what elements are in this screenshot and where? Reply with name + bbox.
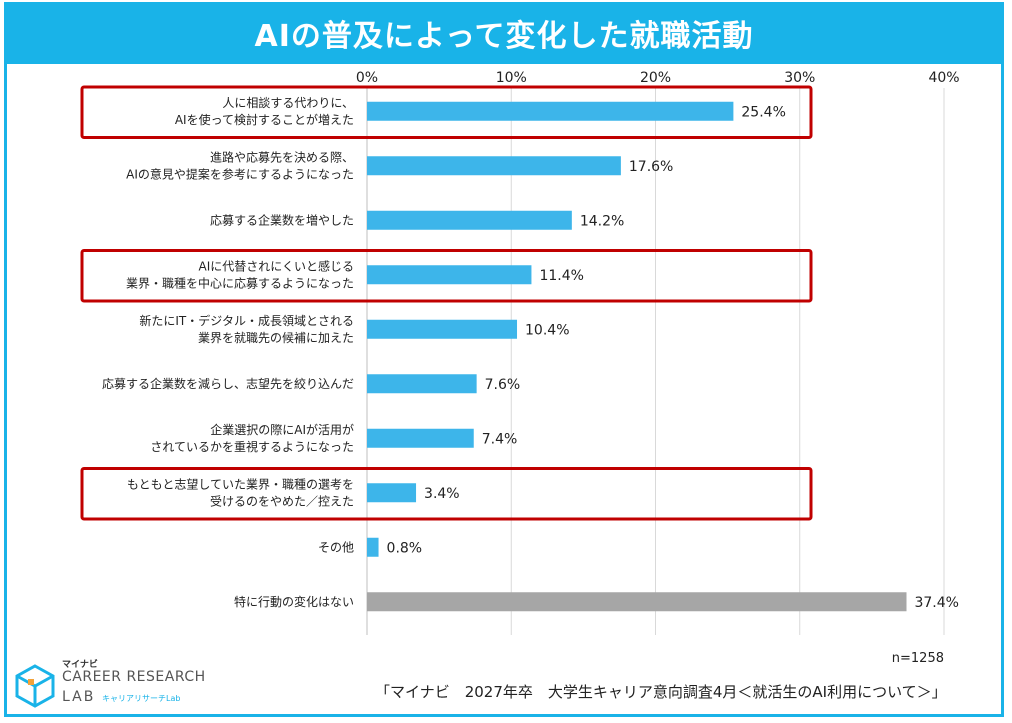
category-label: 企業選択の際にAIが活用が — [210, 422, 354, 437]
bar-value-label: 25.4% — [741, 104, 785, 120]
bar — [367, 265, 532, 285]
source-note: 「マイナビ 2027年卒 大学生キャリア意向調査4月＜就活生のAI利用について＞… — [375, 683, 947, 701]
category-label: 業界を就職先の候補に加えた — [198, 331, 354, 345]
x-tick-label: 30% — [784, 70, 815, 86]
bar — [367, 483, 417, 503]
bar-value-label: 17.6% — [629, 159, 673, 175]
bar — [367, 537, 379, 557]
category-label: 応募する企業数を減らし、志望先を絞り込んだ — [102, 376, 354, 391]
category-label: AIの意見や提案を参考にするようになった — [126, 166, 354, 181]
bar — [367, 428, 474, 448]
bar-value-label: 14.2% — [580, 213, 624, 229]
category-label: もともと志望していた業界・職種の選考を — [127, 477, 354, 491]
bar-value-label: 11.4% — [539, 268, 583, 284]
bar — [367, 156, 621, 176]
logo-brand-text: マイナビ — [62, 660, 98, 670]
highlight-box — [80, 85, 813, 139]
logo-main-text: CAREER RESEARCH — [62, 669, 206, 685]
bar — [367, 592, 907, 612]
category-label: AIに代替されにくいと感じる — [198, 258, 354, 273]
bar — [367, 374, 477, 394]
sample-size: n=1258 — [891, 651, 944, 666]
category-label: AIを使って検討することが増えた — [175, 112, 354, 127]
highlight-box — [80, 467, 813, 521]
category-label: 新たにIT・デジタル・成長領域とされる — [139, 313, 354, 328]
bar — [367, 101, 734, 121]
category-label: 応募する企業数を増やした — [210, 212, 354, 227]
bar-value-label: 10.4% — [525, 322, 569, 338]
bar-value-label: 7.4% — [482, 431, 518, 447]
x-tick-label: 20% — [640, 70, 671, 86]
category-label: 特に行動の変化はない — [234, 594, 354, 609]
bar-value-label: 3.4% — [424, 486, 460, 502]
category-label: 進路や応募先を決める際、 — [210, 149, 354, 164]
category-label: その他 — [318, 540, 354, 554]
chart-title: AIの普及によって変化した就職活動 — [254, 19, 754, 54]
bar-value-label: 0.8% — [387, 540, 423, 556]
cube-logo-icon — [15, 664, 55, 708]
logo-lab-text: LAB — [62, 689, 96, 705]
bar-value-label: 7.6% — [485, 377, 521, 393]
bar — [367, 210, 572, 230]
title-bar: AIの普及によって変化した就職活動 — [4, 2, 1004, 64]
category-label: 受けるのをやめた／控えた — [210, 494, 354, 508]
x-tick-label: 0% — [356, 70, 378, 86]
x-tick-label: 40% — [928, 70, 959, 86]
x-tick-label: 10% — [496, 70, 527, 86]
logo-sub-text: キャリアリサーチLab — [102, 694, 181, 703]
category-label: 人に相談する代わりに、 — [222, 95, 354, 110]
career-research-lab-logo: マイナビ CAREER RESEARCH LAB キャリアリサーチLab — [12, 657, 212, 713]
category-label: されているかを重視するようになった — [150, 439, 354, 454]
bar-value-label: 37.4% — [914, 595, 958, 611]
category-label: 業界・職種を中心に応募するようになった — [126, 275, 354, 290]
highlight-box — [80, 249, 813, 303]
bar — [367, 319, 518, 339]
